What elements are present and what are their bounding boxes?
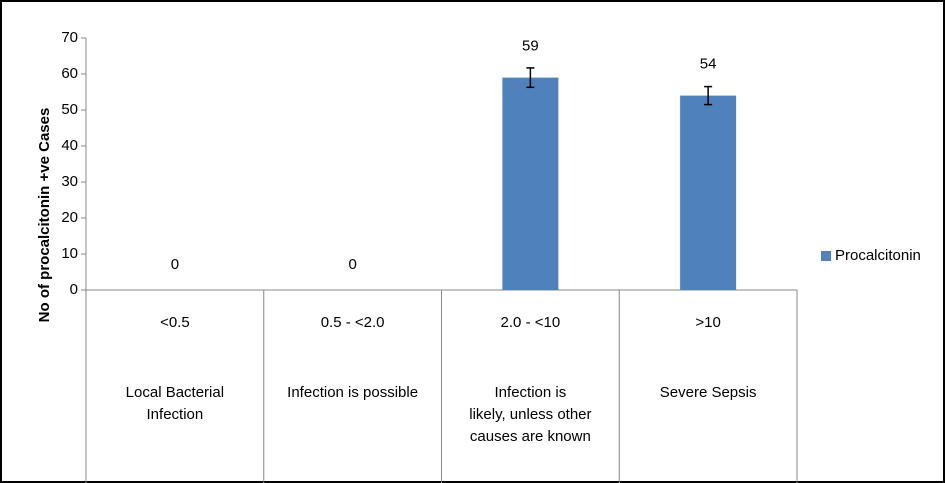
data-label: 0 bbox=[348, 256, 356, 273]
category-description: causes are known bbox=[470, 428, 591, 445]
y-tick-label: 10 bbox=[61, 245, 78, 262]
x-tick-label: 2.0 - <10 bbox=[501, 314, 561, 331]
y-tick-label: 40 bbox=[61, 137, 78, 154]
category-description: Infection is possible bbox=[287, 384, 418, 401]
y-tick-label: 70 bbox=[61, 29, 78, 46]
y-tick-label: 0 bbox=[70, 281, 78, 298]
y-tick-label: 20 bbox=[61, 209, 78, 226]
error-bar bbox=[704, 85, 713, 106]
y-axis-label: No of procalcitonin +ve Cases bbox=[36, 108, 53, 323]
category-description: Infection is bbox=[495, 384, 567, 401]
y-tick-label: 60 bbox=[61, 65, 78, 82]
data-label: 0 bbox=[171, 256, 179, 273]
y-tick-label: 50 bbox=[61, 101, 78, 118]
data-label: 54 bbox=[700, 56, 717, 73]
x-tick-label: 0.5 - <2.0 bbox=[321, 314, 385, 331]
bar bbox=[680, 95, 737, 290]
x-tick-label: >10 bbox=[695, 314, 720, 331]
category-description: Severe Sepsis bbox=[660, 384, 757, 401]
legend-swatch bbox=[821, 251, 831, 261]
category-description: Infection bbox=[147, 406, 204, 423]
category-description: Local Bacterial bbox=[126, 384, 224, 401]
data-label: 59 bbox=[522, 38, 539, 55]
bar bbox=[502, 77, 559, 290]
legend-label: Procalcitonin bbox=[835, 247, 921, 264]
x-tick-label: <0.5 bbox=[160, 314, 190, 331]
error-bar bbox=[526, 67, 535, 89]
y-tick-label: 30 bbox=[61, 173, 78, 190]
category-description: likely, unless other bbox=[469, 406, 591, 423]
